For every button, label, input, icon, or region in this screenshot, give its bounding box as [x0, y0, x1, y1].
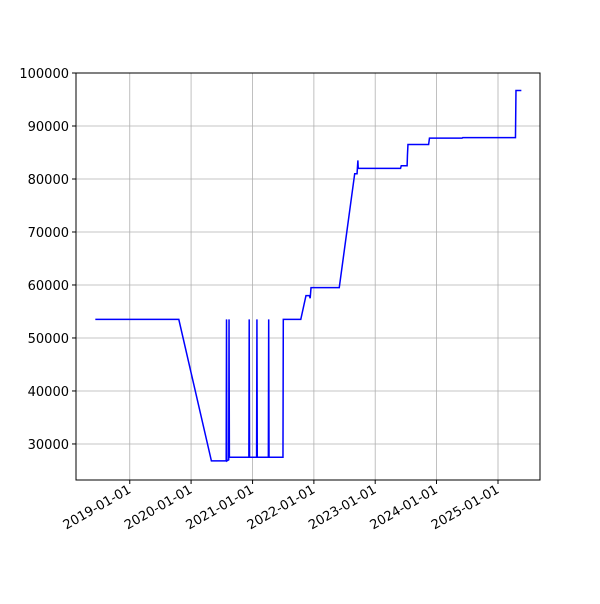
plot-frame: [75, 72, 541, 481]
y-tick-label: 100000: [19, 67, 69, 82]
y-tick-label: 70000: [28, 226, 69, 241]
y-tick-label: 50000: [28, 332, 69, 347]
y-tick-label: 80000: [28, 173, 69, 188]
data-line: [95, 89, 522, 463]
y-tick-label: 40000: [28, 385, 69, 400]
y-tick-label: 60000: [28, 279, 69, 294]
y-tick-label: 90000: [28, 120, 69, 135]
y-tick-label: 30000: [28, 438, 69, 453]
